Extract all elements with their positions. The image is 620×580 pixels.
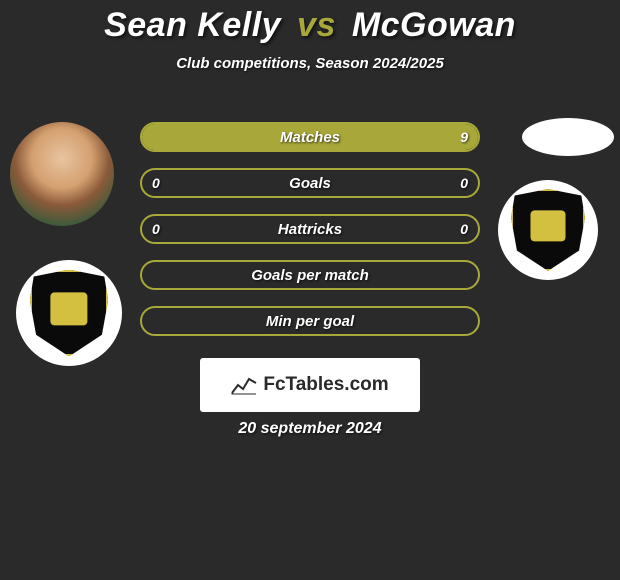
subtitle: Club competitions, Season 2024/2025 — [0, 55, 620, 72]
stat-label: Matches — [280, 129, 340, 146]
player2-club-badge — [498, 180, 598, 280]
shield-icon — [511, 189, 585, 271]
shield-icon — [30, 270, 108, 357]
stat-bar-min-per-goal: Min per goal — [140, 306, 480, 336]
chart-line-icon — [231, 375, 257, 395]
stat-label: Goals per match — [251, 267, 369, 284]
player2-avatar — [522, 118, 614, 156]
stat-bar-matches: Matches 9 — [140, 122, 480, 152]
player1-name: Sean Kelly — [104, 6, 281, 44]
stat-value-left: 0 — [152, 221, 160, 237]
player1-club-badge — [16, 260, 122, 366]
stat-bar-goals-per-match: Goals per match — [140, 260, 480, 290]
stat-value-right: 9 — [460, 129, 468, 145]
brand-text: FcTables.com — [263, 374, 388, 396]
brand-box: FcTables.com — [200, 358, 420, 412]
stat-label: Min per goal — [266, 313, 354, 330]
player2-name: McGowan — [352, 6, 516, 44]
stat-label: Hattricks — [278, 221, 342, 238]
stat-label: Goals — [289, 175, 331, 192]
stat-bar-hattricks: 0 Hattricks 0 — [140, 214, 480, 244]
stat-bar-goals: 0 Goals 0 — [140, 168, 480, 198]
stat-value-right: 0 — [460, 221, 468, 237]
stat-value-right: 0 — [460, 175, 468, 191]
stat-value-left: 0 — [152, 175, 160, 191]
vs-separator: vs — [291, 6, 342, 44]
player1-avatar — [10, 122, 114, 226]
date: 20 september 2024 — [0, 420, 620, 438]
stats-container: Matches 9 0 Goals 0 0 Hattricks 0 Goals … — [140, 122, 480, 352]
comparison-title: Sean Kelly vs McGowan — [0, 0, 620, 45]
